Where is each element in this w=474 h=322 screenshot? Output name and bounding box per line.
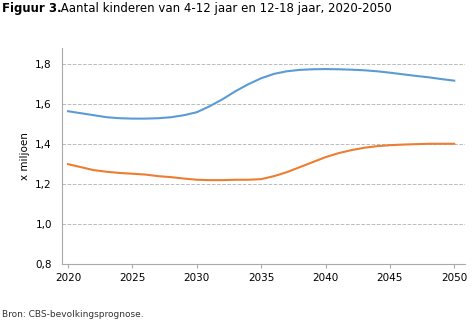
Text: Figuur 3.: Figuur 3. bbox=[2, 2, 62, 14]
4-12 jaar bbox=[387, 71, 392, 75]
4-12 jaar bbox=[104, 115, 109, 119]
4-12 jaar bbox=[129, 117, 135, 120]
12-18 jaar bbox=[155, 174, 161, 178]
12-18 jaar bbox=[413, 142, 419, 146]
Text: Bron: CBS-bevolkingsprognose.: Bron: CBS-bevolkingsprognose. bbox=[2, 310, 144, 319]
4-12 jaar bbox=[246, 82, 251, 86]
12-18 jaar bbox=[246, 178, 251, 182]
4-12 jaar bbox=[143, 117, 148, 120]
4-12 jaar bbox=[336, 67, 341, 71]
4-12 jaar bbox=[348, 68, 354, 71]
12-18 jaar bbox=[219, 178, 225, 182]
12-18 jaar bbox=[374, 144, 380, 148]
12-18 jaar bbox=[297, 165, 302, 169]
4-12 jaar bbox=[426, 75, 431, 79]
12-18 jaar bbox=[168, 175, 174, 179]
12-18 jaar bbox=[271, 174, 277, 178]
12-18 jaar bbox=[348, 148, 354, 152]
Legend: 4-12 jaar, 12-18 jaar: 4-12 jaar, 12-18 jaar bbox=[167, 317, 359, 322]
4-12 jaar bbox=[117, 116, 122, 120]
4-12 jaar bbox=[181, 113, 187, 117]
12-18 jaar bbox=[207, 178, 212, 182]
4-12 jaar bbox=[438, 77, 444, 81]
12-18 jaar bbox=[233, 178, 238, 182]
12-18 jaar bbox=[117, 171, 122, 175]
12-18 jaar bbox=[194, 178, 200, 182]
4-12 jaar bbox=[258, 76, 264, 80]
4-12 jaar bbox=[361, 68, 367, 72]
4-12 jaar bbox=[323, 67, 328, 71]
Text: Aantal kinderen van 4-12 jaar en 12-18 jaar, 2020-2050: Aantal kinderen van 4-12 jaar en 12-18 j… bbox=[57, 2, 392, 14]
4-12 jaar bbox=[297, 68, 302, 72]
12-18 jaar bbox=[91, 168, 97, 172]
4-12 jaar bbox=[207, 104, 212, 108]
Y-axis label: x miljoen: x miljoen bbox=[20, 132, 30, 180]
4-12 jaar bbox=[413, 74, 419, 78]
4-12 jaar bbox=[168, 115, 174, 119]
4-12 jaar bbox=[91, 113, 97, 117]
12-18 jaar bbox=[361, 146, 367, 150]
12-18 jaar bbox=[65, 162, 71, 166]
12-18 jaar bbox=[438, 142, 444, 146]
Line: 12-18 jaar: 12-18 jaar bbox=[68, 144, 454, 180]
12-18 jaar bbox=[310, 160, 316, 164]
4-12 jaar bbox=[400, 72, 406, 76]
4-12 jaar bbox=[78, 111, 84, 115]
4-12 jaar bbox=[271, 72, 277, 76]
12-18 jaar bbox=[104, 170, 109, 174]
12-18 jaar bbox=[400, 143, 406, 147]
12-18 jaar bbox=[451, 142, 457, 146]
12-18 jaar bbox=[129, 172, 135, 176]
12-18 jaar bbox=[426, 142, 431, 146]
12-18 jaar bbox=[387, 143, 392, 147]
4-12 jaar bbox=[451, 79, 457, 82]
12-18 jaar bbox=[258, 177, 264, 181]
4-12 jaar bbox=[194, 110, 200, 114]
12-18 jaar bbox=[78, 165, 84, 169]
4-12 jaar bbox=[310, 67, 316, 71]
12-18 jaar bbox=[336, 151, 341, 155]
12-18 jaar bbox=[284, 170, 290, 174]
4-12 jaar bbox=[233, 89, 238, 93]
Line: 4-12 jaar: 4-12 jaar bbox=[68, 69, 454, 118]
12-18 jaar bbox=[143, 173, 148, 176]
4-12 jaar bbox=[284, 69, 290, 73]
12-18 jaar bbox=[323, 155, 328, 159]
4-12 jaar bbox=[65, 109, 71, 113]
4-12 jaar bbox=[219, 97, 225, 101]
12-18 jaar bbox=[181, 176, 187, 180]
4-12 jaar bbox=[155, 116, 161, 120]
4-12 jaar bbox=[374, 69, 380, 73]
